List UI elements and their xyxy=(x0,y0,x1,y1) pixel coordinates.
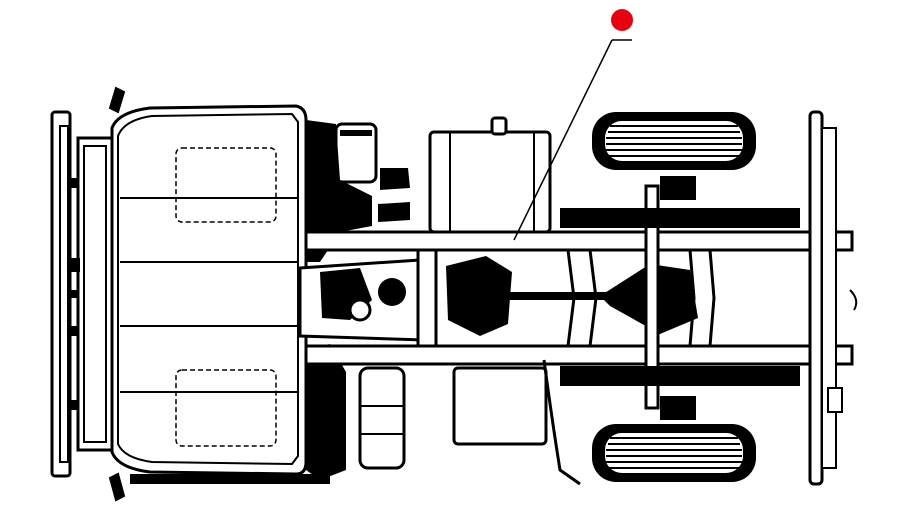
left-mirror xyxy=(108,86,126,114)
callout-marker xyxy=(611,9,633,31)
driver-seat xyxy=(175,147,277,223)
rear-wheel-bottom xyxy=(592,424,756,482)
fuel-tank xyxy=(428,116,552,234)
rear-crossmember xyxy=(808,110,824,486)
air-tank xyxy=(358,366,406,470)
frame-side-rail-bottom xyxy=(304,344,854,366)
drive-shaft xyxy=(508,292,628,300)
driveline xyxy=(446,184,698,410)
frame xyxy=(304,110,854,486)
rear-details xyxy=(542,289,858,486)
passenger-seat xyxy=(175,369,277,447)
rear-wheel-top xyxy=(592,112,756,170)
rear-suspension xyxy=(560,176,800,420)
frame-side-rail-top xyxy=(304,230,854,252)
cab-body xyxy=(110,104,308,476)
battery-box xyxy=(452,366,548,446)
engine-components xyxy=(130,120,426,484)
cab xyxy=(50,86,308,502)
callout xyxy=(513,9,633,241)
callout-leader-line-diagonal xyxy=(513,39,613,241)
gearbox xyxy=(446,256,512,336)
right-mirror xyxy=(108,472,126,502)
